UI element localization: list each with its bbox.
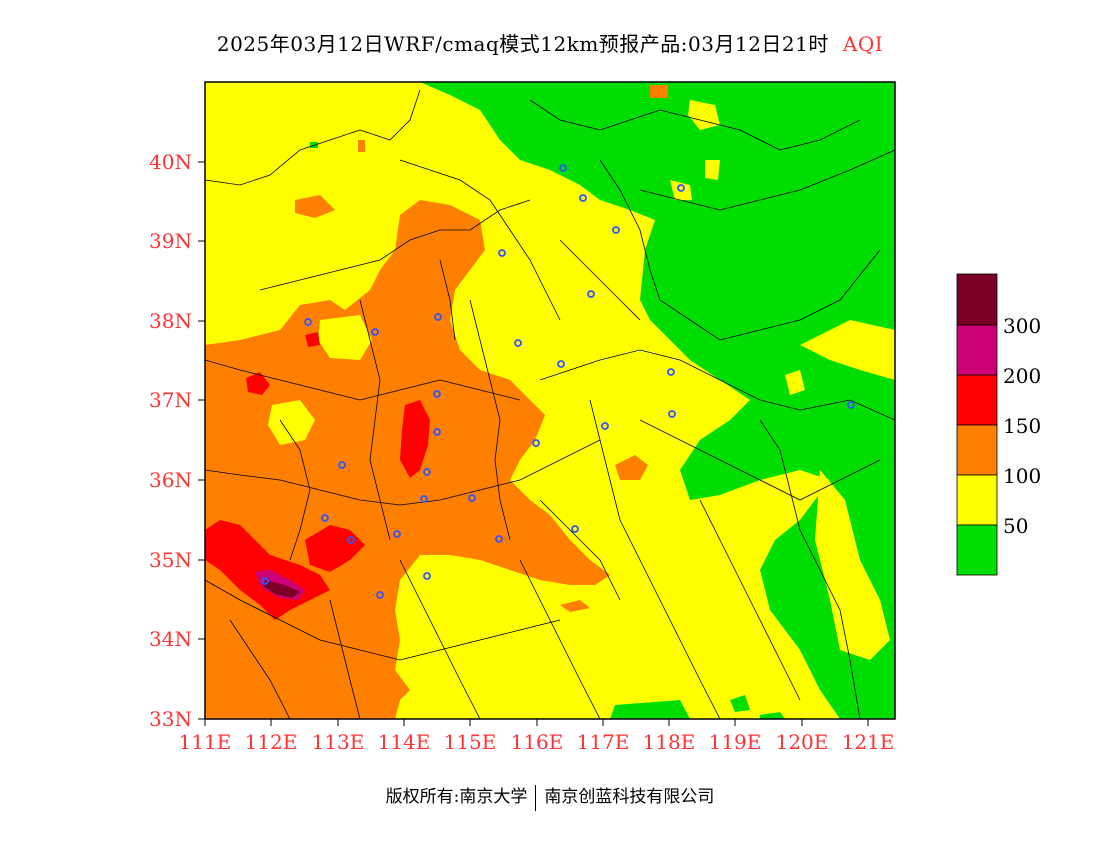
boundary-lines	[205, 89, 895, 719]
footer-separator	[535, 784, 537, 811]
map-fill-layer	[205, 82, 895, 719]
lon-label-115: 115E	[443, 730, 497, 754]
lon-label-111: 111E	[178, 730, 232, 754]
legend-label-300: 300	[1003, 314, 1042, 338]
lon-label-121: 121E	[841, 730, 895, 754]
lon-label-117: 117E	[576, 730, 630, 754]
lat-label-39: 39N	[149, 229, 192, 253]
legend-label-150: 150	[1003, 414, 1042, 438]
lon-label-113: 113E	[311, 730, 365, 754]
footer-right: 南京创蓝科技有限公司	[544, 787, 715, 807]
legend-label-200: 200	[1003, 364, 1042, 388]
legend-swatch-heavy	[956, 324, 998, 376]
lat-label-40: 40N	[149, 150, 192, 174]
lat-label-34: 34N	[149, 627, 192, 651]
tick-marks	[198, 161, 869, 726]
legend-swatch-severe	[956, 273, 998, 326]
lon-label-116: 116E	[510, 730, 564, 754]
title-aqi: AQI	[842, 32, 884, 56]
lat-label-35: 35N	[149, 548, 192, 572]
title-text: 2025年03月12日WRF/cmaq模式12km预报产品:03月12日21时	[216, 32, 829, 56]
lat-label-36: 36N	[149, 468, 192, 492]
lon-label-119: 119E	[708, 730, 762, 754]
lat-label-37: 37N	[149, 388, 192, 412]
region-severe	[263, 580, 300, 598]
footer-left: 版权所有:南京大学	[385, 787, 528, 807]
copyright-footer: 版权所有:南京大学 南京创蓝科技有限公司	[0, 782, 1100, 811]
legend-colorbar	[956, 273, 998, 576]
region-good-east	[420, 82, 895, 719]
lat-label-33: 33N	[149, 707, 192, 731]
lon-label-118: 118E	[642, 730, 696, 754]
city-markers	[261, 164, 855, 599]
lon-label-120: 120E	[775, 730, 829, 754]
legend-label-100: 100	[1003, 464, 1042, 488]
lon-label-114: 114E	[377, 730, 431, 754]
legend-swatch-medium	[956, 374, 998, 426]
legend-swatch-moderate	[956, 474, 998, 526]
lon-label-112: 112E	[244, 730, 298, 754]
legend-swatch-good	[956, 524, 998, 576]
legend-swatch-light	[956, 424, 998, 476]
legend-label-50: 50	[1003, 514, 1029, 538]
map-title: 2025年03月12日WRF/cmaq模式12km预报产品:03月12日21时 A…	[0, 28, 1100, 57]
lat-label-38: 38N	[149, 309, 192, 333]
